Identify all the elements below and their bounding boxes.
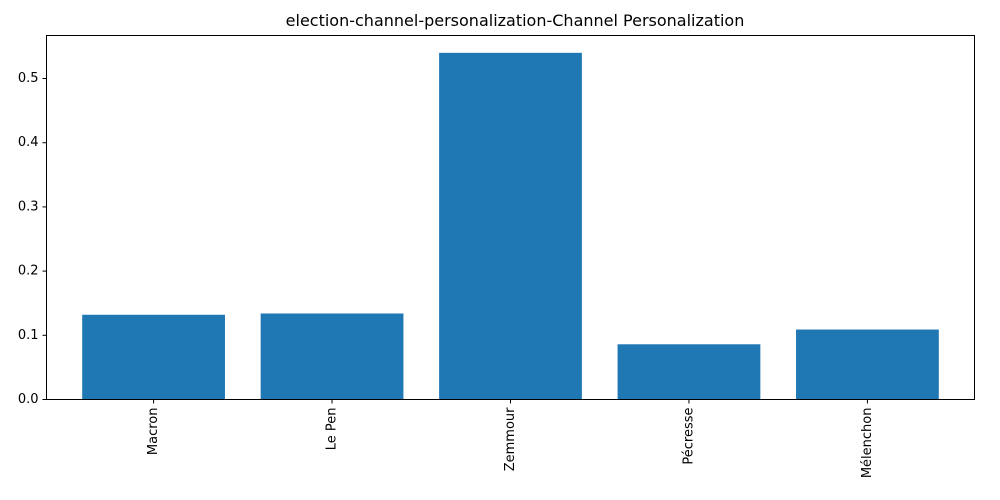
x-tick-label: Mélenchon: [860, 408, 875, 479]
chart-title: election-channel-personalization-Channel…: [286, 11, 745, 30]
y-tick-label: 0.4: [18, 135, 39, 150]
x-tick-label: Zemmour: [503, 407, 518, 471]
x-tick-label: Macron: [146, 408, 161, 456]
y-tick-label: 0.5: [18, 71, 39, 86]
x-tick-label: Pécresse: [681, 408, 696, 465]
y-tick-label: 0.2: [18, 264, 39, 279]
bar-0: [82, 314, 225, 400]
y-axis: 0.0 0.1 0.2 0.3 0.4 0.5: [18, 71, 47, 407]
y-tick-label: 0.0: [18, 392, 39, 407]
plot-frame: [46, 35, 975, 400]
bar-1: [260, 313, 404, 400]
x-tick-label: Le Pen: [325, 408, 340, 451]
y-tick-label: 0.3: [18, 199, 39, 214]
x-axis: Macron Le Pen Zemmour Pécresse Mélenchon: [146, 399, 875, 479]
bar-2: [439, 52, 582, 400]
bar-3: [617, 344, 761, 400]
bar-4: [796, 329, 939, 400]
bars-group: [82, 52, 939, 400]
y-tick-label: 0.1: [18, 328, 39, 343]
